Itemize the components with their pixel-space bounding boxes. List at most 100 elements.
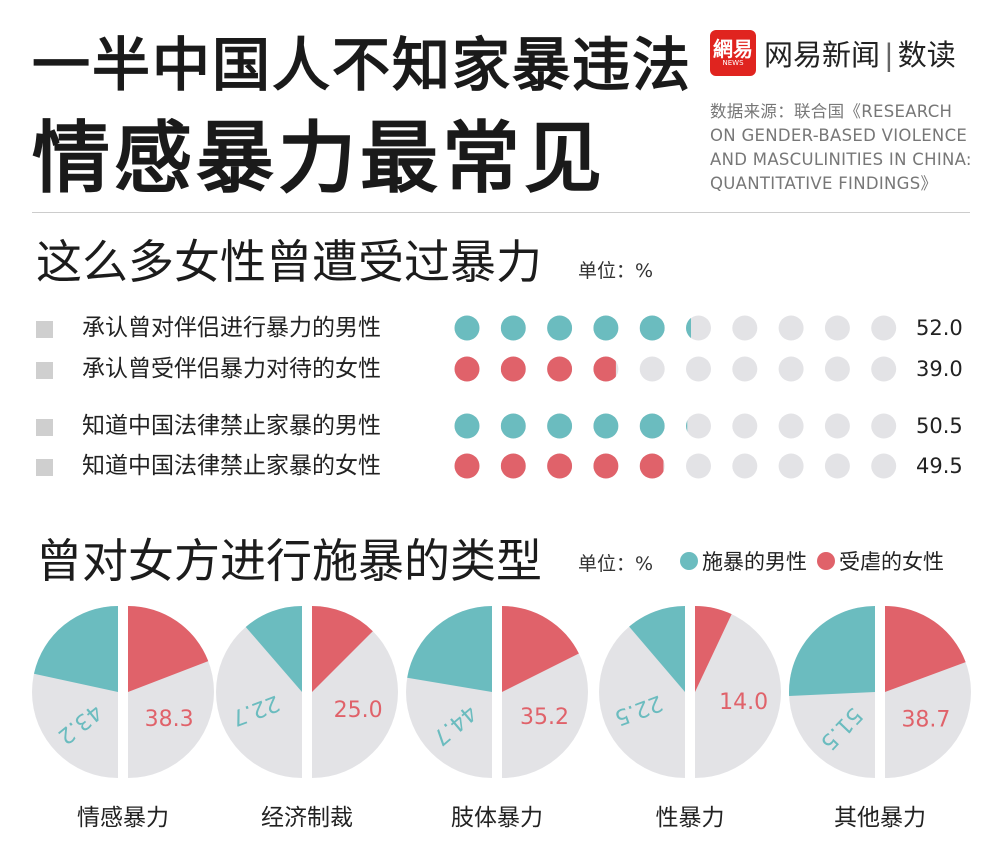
dot (778, 453, 804, 479)
section1-title: 这么多女性曾遭受过暴力 (36, 235, 542, 289)
dot (454, 413, 480, 439)
dot (871, 356, 897, 382)
row-value: 49.5 (916, 454, 963, 478)
pie-category-label: 性暴力 (655, 805, 725, 831)
header-divider (32, 212, 970, 213)
pie-slice-women (502, 606, 579, 692)
dot (778, 413, 804, 439)
dot (593, 315, 619, 341)
dot (871, 453, 897, 479)
dot (547, 315, 573, 341)
logo-main-text: 網易 (713, 37, 753, 61)
dot (686, 413, 711, 439)
brand-column-text: 数读 (897, 38, 956, 72)
source-line: ON GENDER-BASED VIOLENCE (710, 126, 968, 145)
pie-value-women: 38.7 (901, 707, 950, 732)
dot (824, 356, 850, 382)
pie-value-women: 35.2 (520, 705, 569, 730)
row-value: 39.0 (916, 357, 963, 381)
pie-category-label: 其他暴力 (834, 805, 926, 831)
split-pie: 22.5 14.0 (599, 606, 781, 778)
row-marker (36, 419, 53, 436)
row-label: 承认曾受伴侣暴力对待的女性 (82, 356, 381, 382)
pie-slice-men (245, 606, 302, 692)
dot (732, 356, 758, 382)
pie-legend: 施暴的男性 受虐的女性 (680, 546, 954, 576)
dot (500, 453, 526, 479)
dot (871, 315, 897, 341)
dot-row: 承认曾受伴侣暴力对待的女性 39.0 (36, 352, 976, 386)
dot (593, 356, 619, 382)
dot (639, 413, 665, 439)
dot (547, 453, 573, 479)
pie-category-label: 经济制裁 (261, 805, 353, 831)
dot (593, 413, 619, 439)
split-pie: 44.7 35.2 (406, 606, 588, 778)
dot-series (454, 356, 897, 382)
row-value: 50.5 (916, 414, 963, 438)
pie-value-women: 14.0 (719, 690, 768, 715)
row-marker (36, 321, 53, 338)
red-dot-icon (817, 552, 835, 570)
row-marker (36, 459, 53, 476)
dot (454, 356, 480, 382)
dot (686, 315, 711, 341)
pie-slice-women (312, 606, 373, 692)
dot (824, 315, 850, 341)
split-pie: 43.2 38.3 (32, 606, 214, 778)
dot (686, 453, 711, 479)
data-source: 数据来源：联合国《RESEARCH ON GENDER-BASED VIOLEN… (710, 100, 980, 196)
section2-unit: 单位：% (578, 553, 654, 575)
brand-name: 网易新闻 | 数读 (764, 32, 956, 74)
dot-row: 知道中国法律禁止家暴的女性 49.5 (36, 449, 976, 483)
pie-category-label: 肢体暴力 (451, 805, 543, 831)
row-label: 知道中国法律禁止家暴的男性 (82, 413, 381, 439)
dot (500, 356, 526, 382)
source-line: QUANTITATIVE FINDINGS》 (710, 174, 938, 193)
brand-name-text: 网易新闻 (764, 38, 881, 72)
dot (454, 315, 480, 341)
dot (639, 356, 665, 382)
dot-row: 承认曾对伴侣进行暴力的男性 52.0 (36, 311, 976, 345)
dot (732, 453, 758, 479)
source-line: AND MASCULINITIES IN CHINA: (710, 150, 972, 169)
legend-label: 受虐的女性 (839, 550, 944, 574)
pie-slice-men (789, 606, 875, 697)
dot-series (454, 413, 897, 439)
dot (871, 413, 897, 439)
row-marker (36, 362, 53, 379)
dot-series (454, 453, 897, 479)
split-pie: 51.5 38.7 (789, 606, 971, 778)
row-label: 知道中国法律禁止家暴的女性 (82, 453, 381, 479)
pie-slice-women (695, 606, 732, 692)
dot (778, 315, 804, 341)
legend-label: 施暴的男性 (702, 550, 807, 574)
logo-sub-text: NEWS (722, 59, 744, 67)
dot (547, 413, 573, 439)
dot (500, 413, 526, 439)
dot (824, 453, 850, 479)
source-line: 数据来源：联合国《RESEARCH (710, 102, 953, 121)
main-title-line1: 一半中国人不知家暴违法 (32, 31, 693, 99)
legend-item-men: 施暴的男性 (680, 546, 807, 576)
brand-separator: | (884, 38, 894, 72)
dot (639, 315, 665, 341)
main-title-line2: 情感暴力最常见 (32, 114, 607, 204)
row-label: 承认曾对伴侣进行暴力的男性 (82, 315, 381, 341)
teal-dot-icon (680, 552, 698, 570)
pie-value-women: 38.3 (145, 707, 194, 732)
split-pie: 22.7 25.0 (216, 606, 398, 778)
dot-row: 知道中国法律禁止家暴的男性 50.5 (36, 409, 976, 443)
pie-slice-women (885, 606, 966, 692)
netease-logo-icon: 網易 NEWS (710, 30, 756, 76)
pie-slice-men (33, 606, 118, 692)
dot (593, 453, 619, 479)
legend-item-women: 受虐的女性 (817, 546, 944, 576)
section1-unit: 单位：% (578, 260, 654, 282)
dot (732, 315, 758, 341)
section2-title: 曾对女方进行施暴的类型 (36, 534, 542, 588)
pie-slice-women (128, 606, 209, 692)
pie-right-base (695, 606, 781, 778)
dot (732, 413, 758, 439)
pie-slice-men (407, 606, 492, 692)
